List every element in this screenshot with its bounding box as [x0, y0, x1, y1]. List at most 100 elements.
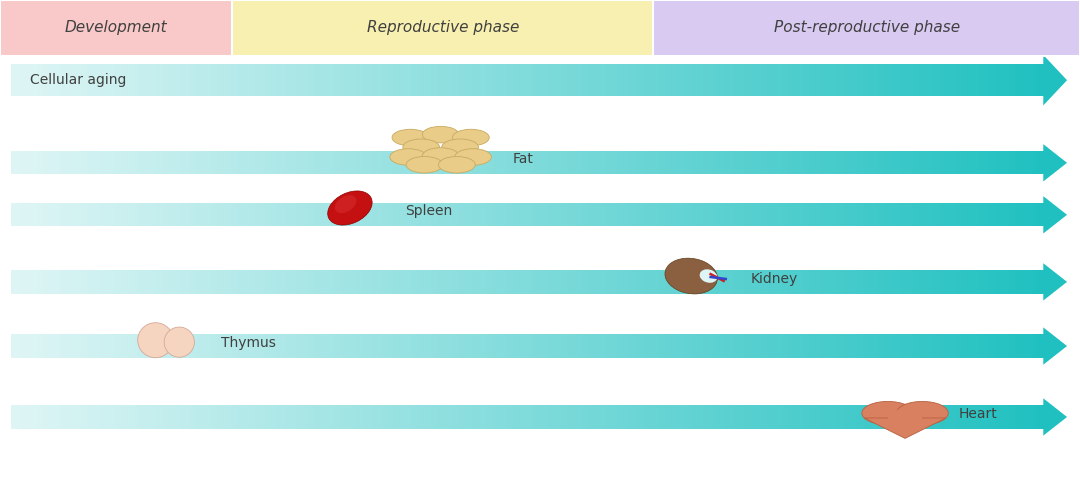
Bar [599, 270, 604, 294]
Bar [995, 203, 999, 226]
Circle shape [422, 126, 459, 143]
Bar [465, 405, 469, 429]
Bar [806, 203, 810, 226]
Bar [183, 270, 187, 294]
Bar [654, 151, 659, 174]
Bar [541, 151, 544, 174]
Bar [110, 405, 114, 429]
Bar [83, 270, 87, 294]
Bar [49, 151, 53, 174]
Bar [1016, 203, 1020, 226]
Bar [118, 151, 121, 174]
Bar [944, 65, 947, 96]
Bar [310, 270, 314, 294]
Bar [858, 270, 862, 294]
Bar [1012, 151, 1016, 174]
Bar [25, 203, 28, 226]
Bar [445, 151, 448, 174]
Bar [864, 203, 868, 226]
Bar [626, 203, 631, 226]
Bar [489, 203, 494, 226]
Bar [516, 65, 521, 96]
Bar [661, 405, 665, 429]
Bar [637, 270, 642, 294]
Bar [289, 270, 294, 294]
Bar [262, 270, 266, 294]
Circle shape [403, 139, 440, 156]
Bar [872, 270, 875, 294]
Bar [681, 270, 686, 294]
Circle shape [422, 148, 459, 164]
Bar [527, 151, 531, 174]
Bar [534, 65, 538, 96]
Bar [895, 65, 900, 96]
Bar [971, 151, 975, 174]
Bar [593, 334, 596, 358]
Bar [217, 405, 221, 429]
Bar [245, 203, 248, 226]
Bar [190, 334, 193, 358]
Bar [49, 334, 53, 358]
Bar [483, 270, 486, 294]
Bar [944, 203, 947, 226]
Bar [703, 270, 706, 294]
Bar [964, 151, 968, 174]
Bar [118, 405, 121, 429]
Bar [72, 334, 77, 358]
Bar [744, 334, 747, 358]
Bar [510, 405, 514, 429]
Bar [503, 334, 507, 358]
Bar [631, 405, 634, 429]
Bar [45, 203, 50, 226]
Bar [165, 151, 170, 174]
Bar [441, 405, 445, 429]
Bar [1023, 65, 1027, 96]
Bar [25, 151, 28, 174]
Bar [788, 65, 793, 96]
Bar [812, 151, 816, 174]
Bar [417, 65, 421, 96]
Bar [283, 405, 286, 429]
Bar [283, 151, 286, 174]
Bar [737, 270, 741, 294]
Bar [754, 65, 758, 96]
Bar [1032, 65, 1037, 96]
Bar [187, 203, 190, 226]
Bar [686, 203, 689, 226]
Bar [362, 334, 366, 358]
Bar [132, 151, 135, 174]
Bar [927, 151, 930, 174]
Bar [69, 151, 73, 174]
Bar [964, 270, 968, 294]
Bar [365, 151, 369, 174]
Bar [1016, 65, 1020, 96]
Bar [300, 65, 303, 96]
Bar [658, 203, 662, 226]
Bar [72, 203, 77, 226]
Bar [148, 334, 152, 358]
Bar [77, 203, 80, 226]
Bar [121, 203, 125, 226]
Bar [124, 65, 129, 96]
Bar [872, 334, 875, 358]
Bar [179, 65, 184, 96]
Bar [1032, 334, 1037, 358]
Bar [774, 405, 779, 429]
Circle shape [392, 129, 429, 146]
Bar [909, 405, 913, 429]
Bar [373, 270, 376, 294]
Bar [379, 405, 383, 429]
Bar [307, 334, 311, 358]
Bar [576, 151, 579, 174]
Bar [93, 270, 97, 294]
Bar [593, 151, 596, 174]
Bar [135, 334, 138, 358]
Bar [579, 151, 582, 174]
Bar [179, 334, 184, 358]
Bar [83, 65, 87, 96]
Bar [771, 151, 775, 174]
Bar [225, 203, 228, 226]
Bar [187, 65, 190, 96]
Bar [486, 334, 489, 358]
Bar [792, 270, 796, 294]
